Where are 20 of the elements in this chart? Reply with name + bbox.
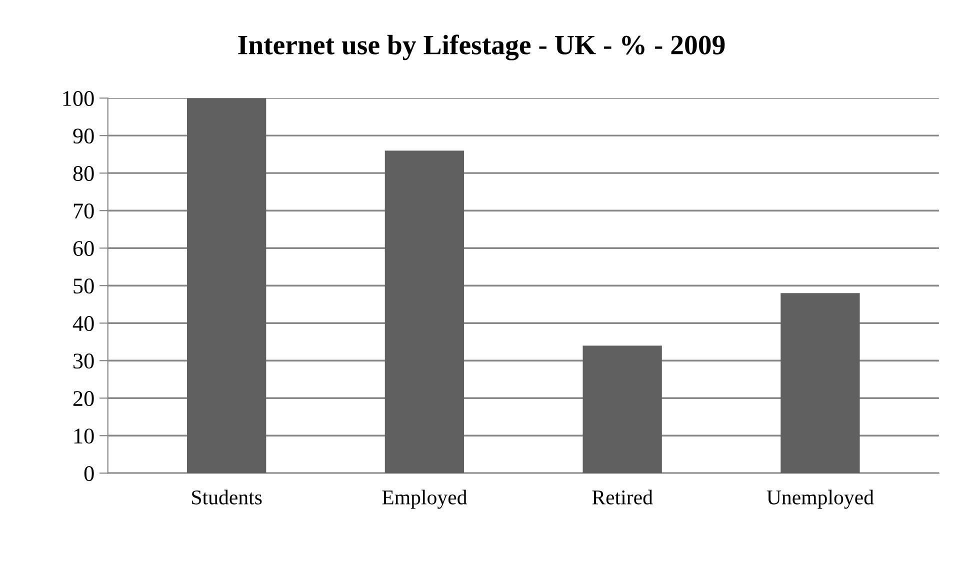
bar	[384, 150, 464, 474]
y-tick-label: 10	[74, 428, 94, 444]
chart-title: Internet use by Lifestage - UK - % - 2009	[238, 34, 725, 60]
bar	[780, 293, 860, 474]
y-tick-label: 20	[73, 391, 94, 406]
y-tick-label: 30	[74, 354, 94, 369]
bar	[187, 98, 266, 474]
y-tick-label: 80	[73, 166, 94, 182]
x-tick-label: Retired	[592, 490, 653, 504]
x-tick-label: Employed	[382, 490, 468, 509]
x-tick-label: Unemployed	[766, 490, 874, 509]
y-tick-label: 40	[72, 316, 94, 332]
x-tick-label: Students	[192, 490, 262, 504]
bar	[582, 346, 662, 474]
y-tick-label: 100	[63, 91, 94, 106]
y-tick-label: 70	[74, 204, 94, 219]
y-tick-label: 90	[73, 128, 94, 144]
y-tick-label: 60	[73, 241, 94, 256]
y-tick-label: 0	[84, 466, 94, 482]
y-tick-label: 50	[74, 278, 94, 294]
